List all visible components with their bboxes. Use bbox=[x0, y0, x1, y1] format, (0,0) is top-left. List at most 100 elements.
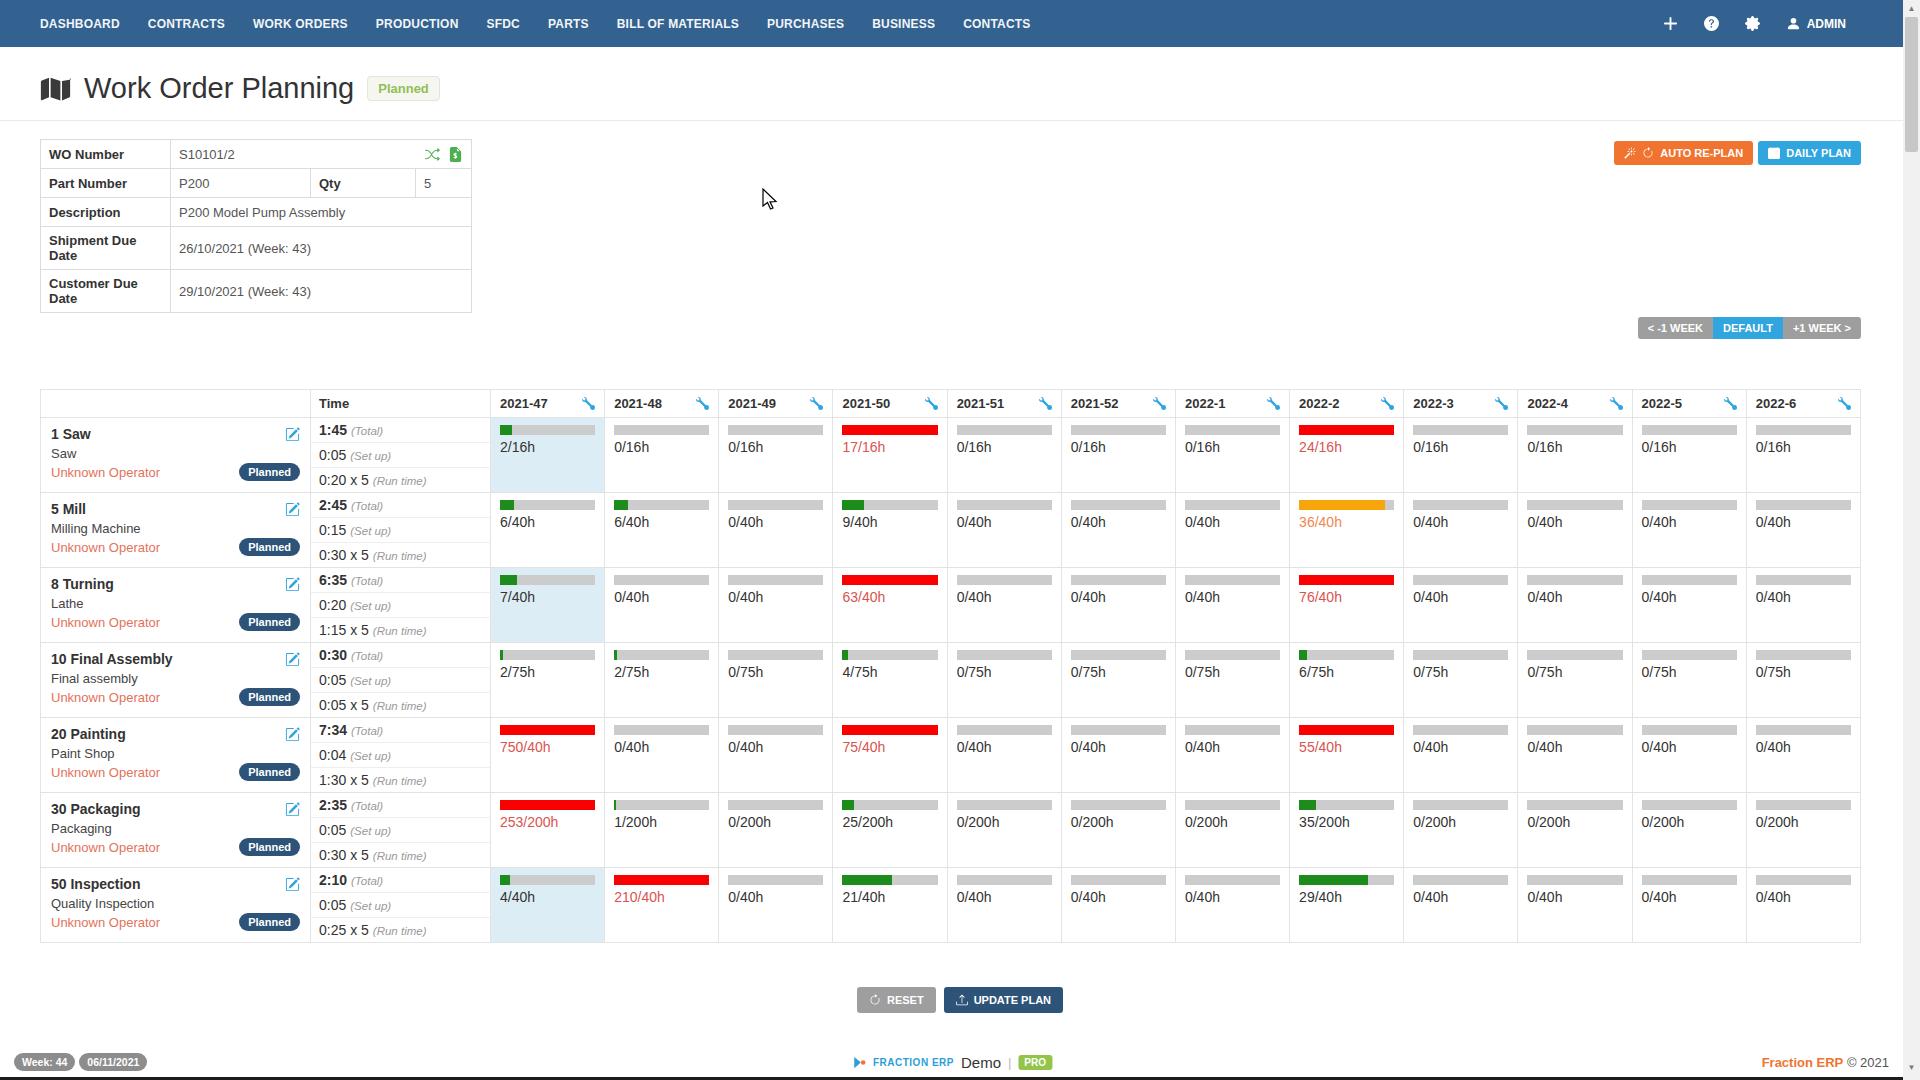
load-cell-5-mill-2021-51[interactable]: 0/40h bbox=[947, 493, 1061, 568]
nav-item-bill-of-materials[interactable]: BILL OF MATERIALS bbox=[617, 17, 739, 31]
load-cell-20-painting-2022-3[interactable]: 0/40h bbox=[1404, 718, 1518, 793]
edit-operation-icon[interactable] bbox=[285, 877, 300, 892]
load-cell-50-inspection-2021-48[interactable]: 210/40h bbox=[605, 868, 719, 943]
load-cell-5-mill-2022-5[interactable]: 0/40h bbox=[1632, 493, 1746, 568]
load-cell-8-turning-2021-48[interactable]: 0/40h bbox=[605, 568, 719, 643]
load-cell-30-packaging-2022-4[interactable]: 0/200h bbox=[1518, 793, 1632, 868]
load-cell-1-saw-2021-48[interactable]: 0/16h bbox=[605, 418, 719, 493]
wrench-icon[interactable] bbox=[1267, 397, 1280, 410]
load-cell-5-mill-2022-2[interactable]: 36/40h bbox=[1290, 493, 1404, 568]
wrench-icon[interactable] bbox=[1153, 397, 1166, 410]
load-cell-30-packaging-2021-49[interactable]: 0/200h bbox=[719, 793, 833, 868]
load-cell-30-packaging-2022-3[interactable]: 0/200h bbox=[1404, 793, 1518, 868]
load-cell-30-packaging-2022-2[interactable]: 35/200h bbox=[1290, 793, 1404, 868]
load-cell-8-turning-2021-52[interactable]: 0/40h bbox=[1061, 568, 1175, 643]
nav-item-contracts[interactable]: CONTRACTS bbox=[148, 17, 225, 31]
load-cell-1-saw-2021-50[interactable]: 17/16h bbox=[833, 418, 947, 493]
load-cell-5-mill-2022-3[interactable]: 0/40h bbox=[1404, 493, 1518, 568]
load-cell-8-turning-2021-51[interactable]: 0/40h bbox=[947, 568, 1061, 643]
wrench-icon[interactable] bbox=[1610, 397, 1623, 410]
load-cell-10-final-assembly-2022-6[interactable]: 0/75h bbox=[1746, 643, 1860, 718]
load-cell-8-turning-2021-50[interactable]: 63/40h bbox=[833, 568, 947, 643]
edit-operation-icon[interactable] bbox=[285, 502, 300, 517]
load-cell-50-inspection-2022-3[interactable]: 0/40h bbox=[1404, 868, 1518, 943]
load-cell-5-mill-2021-49[interactable]: 0/40h bbox=[719, 493, 833, 568]
load-cell-10-final-assembly-2022-1[interactable]: 0/75h bbox=[1175, 643, 1289, 718]
load-cell-50-inspection-2022-6[interactable]: 0/40h bbox=[1746, 868, 1860, 943]
scrollbar-thumb[interactable] bbox=[1905, 17, 1918, 152]
plus-icon[interactable] bbox=[1663, 16, 1678, 31]
auto-replan-button[interactable]: AUTO RE-PLAN bbox=[1614, 141, 1753, 165]
load-cell-8-turning-2022-5[interactable]: 0/40h bbox=[1632, 568, 1746, 643]
nav-item-work-orders[interactable]: WORK ORDERS bbox=[253, 17, 348, 31]
edit-operation-icon[interactable] bbox=[285, 802, 300, 817]
gear-icon[interactable] bbox=[1745, 16, 1760, 31]
load-cell-50-inspection-2022-2[interactable]: 29/40h bbox=[1290, 868, 1404, 943]
load-cell-1-saw-2021-47[interactable]: 2/16h bbox=[491, 418, 605, 493]
load-cell-50-inspection-2022-5[interactable]: 0/40h bbox=[1632, 868, 1746, 943]
nav-item-sfdc[interactable]: SFDC bbox=[487, 17, 520, 31]
load-cell-10-final-assembly-2021-51[interactable]: 0/75h bbox=[947, 643, 1061, 718]
load-cell-20-painting-2022-2[interactable]: 55/40h bbox=[1290, 718, 1404, 793]
nav-item-production[interactable]: PRODUCTION bbox=[376, 17, 459, 31]
load-cell-1-saw-2022-2[interactable]: 24/16h bbox=[1290, 418, 1404, 493]
wrench-icon[interactable] bbox=[810, 397, 823, 410]
load-cell-1-saw-2021-49[interactable]: 0/16h bbox=[719, 418, 833, 493]
load-cell-5-mill-2021-47[interactable]: 6/40h bbox=[491, 493, 605, 568]
load-cell-50-inspection-2021-51[interactable]: 0/40h bbox=[947, 868, 1061, 943]
load-cell-50-inspection-2021-52[interactable]: 0/40h bbox=[1061, 868, 1175, 943]
nav-item-business[interactable]: BUSINESS bbox=[872, 17, 935, 31]
load-cell-10-final-assembly-2022-2[interactable]: 6/75h bbox=[1290, 643, 1404, 718]
load-cell-10-final-assembly-2021-47[interactable]: 2/75h bbox=[491, 643, 605, 718]
load-cell-1-saw-2022-4[interactable]: 0/16h bbox=[1518, 418, 1632, 493]
load-cell-30-packaging-2021-47[interactable]: 253/200h bbox=[491, 793, 605, 868]
load-cell-50-inspection-2021-50[interactable]: 21/40h bbox=[833, 868, 947, 943]
wrench-icon[interactable] bbox=[925, 397, 938, 410]
prev-week-button[interactable]: < -1 WEEK bbox=[1638, 317, 1713, 339]
wrench-icon[interactable] bbox=[1381, 397, 1394, 410]
load-cell-8-turning-2022-1[interactable]: 0/40h bbox=[1175, 568, 1289, 643]
load-cell-30-packaging-2021-51[interactable]: 0/200h bbox=[947, 793, 1061, 868]
load-cell-1-saw-2022-6[interactable]: 0/16h bbox=[1746, 418, 1860, 493]
shuffle-icon[interactable] bbox=[425, 147, 440, 162]
load-cell-10-final-assembly-2022-4[interactable]: 0/75h bbox=[1518, 643, 1632, 718]
reset-button[interactable]: RESET bbox=[857, 987, 936, 1013]
edit-operation-icon[interactable] bbox=[285, 577, 300, 592]
wrench-icon[interactable] bbox=[582, 397, 595, 410]
wrench-icon[interactable] bbox=[1724, 397, 1737, 410]
load-cell-20-painting-2022-4[interactable]: 0/40h bbox=[1518, 718, 1632, 793]
default-week-button[interactable]: DEFAULT bbox=[1713, 317, 1783, 339]
edit-operation-icon[interactable] bbox=[285, 427, 300, 442]
load-cell-30-packaging-2022-6[interactable]: 0/200h bbox=[1746, 793, 1860, 868]
load-cell-20-painting-2021-52[interactable]: 0/40h bbox=[1061, 718, 1175, 793]
load-cell-5-mill-2022-6[interactable]: 0/40h bbox=[1746, 493, 1860, 568]
load-cell-20-painting-2022-5[interactable]: 0/40h bbox=[1632, 718, 1746, 793]
load-cell-10-final-assembly-2021-48[interactable]: 2/75h bbox=[605, 643, 719, 718]
load-cell-1-saw-2022-5[interactable]: 0/16h bbox=[1632, 418, 1746, 493]
load-cell-10-final-assembly-2021-50[interactable]: 4/75h bbox=[833, 643, 947, 718]
wrench-icon[interactable] bbox=[1495, 397, 1508, 410]
nav-item-purchases[interactable]: PURCHASES bbox=[767, 17, 844, 31]
wrench-icon[interactable] bbox=[1838, 397, 1851, 410]
scroll-up-arrow[interactable]: ▲ bbox=[1903, 1, 1920, 17]
load-cell-30-packaging-2021-50[interactable]: 25/200h bbox=[833, 793, 947, 868]
load-cell-10-final-assembly-2021-52[interactable]: 0/75h bbox=[1061, 643, 1175, 718]
document-icon[interactable] bbox=[448, 147, 463, 162]
vertical-scrollbar[interactable]: ▲ ▼ bbox=[1903, 0, 1920, 1080]
nav-item-dashboard[interactable]: DASHBOARD bbox=[40, 17, 120, 31]
load-cell-20-painting-2021-49[interactable]: 0/40h bbox=[719, 718, 833, 793]
load-cell-5-mill-2021-50[interactable]: 9/40h bbox=[833, 493, 947, 568]
load-cell-8-turning-2021-49[interactable]: 0/40h bbox=[719, 568, 833, 643]
load-cell-8-turning-2022-6[interactable]: 0/40h bbox=[1746, 568, 1860, 643]
load-cell-1-saw-2022-3[interactable]: 0/16h bbox=[1404, 418, 1518, 493]
load-cell-1-saw-2021-51[interactable]: 0/16h bbox=[947, 418, 1061, 493]
load-cell-50-inspection-2021-47[interactable]: 4/40h bbox=[491, 868, 605, 943]
load-cell-1-saw-2022-1[interactable]: 0/16h bbox=[1175, 418, 1289, 493]
wrench-icon[interactable] bbox=[1039, 397, 1052, 410]
edit-operation-icon[interactable] bbox=[285, 652, 300, 667]
nav-item-contacts[interactable]: CONTACTS bbox=[963, 17, 1030, 31]
load-cell-5-mill-2021-52[interactable]: 0/40h bbox=[1061, 493, 1175, 568]
load-cell-20-painting-2022-1[interactable]: 0/40h bbox=[1175, 718, 1289, 793]
load-cell-30-packaging-2022-1[interactable]: 0/200h bbox=[1175, 793, 1289, 868]
nav-item-parts[interactable]: PARTS bbox=[548, 17, 589, 31]
